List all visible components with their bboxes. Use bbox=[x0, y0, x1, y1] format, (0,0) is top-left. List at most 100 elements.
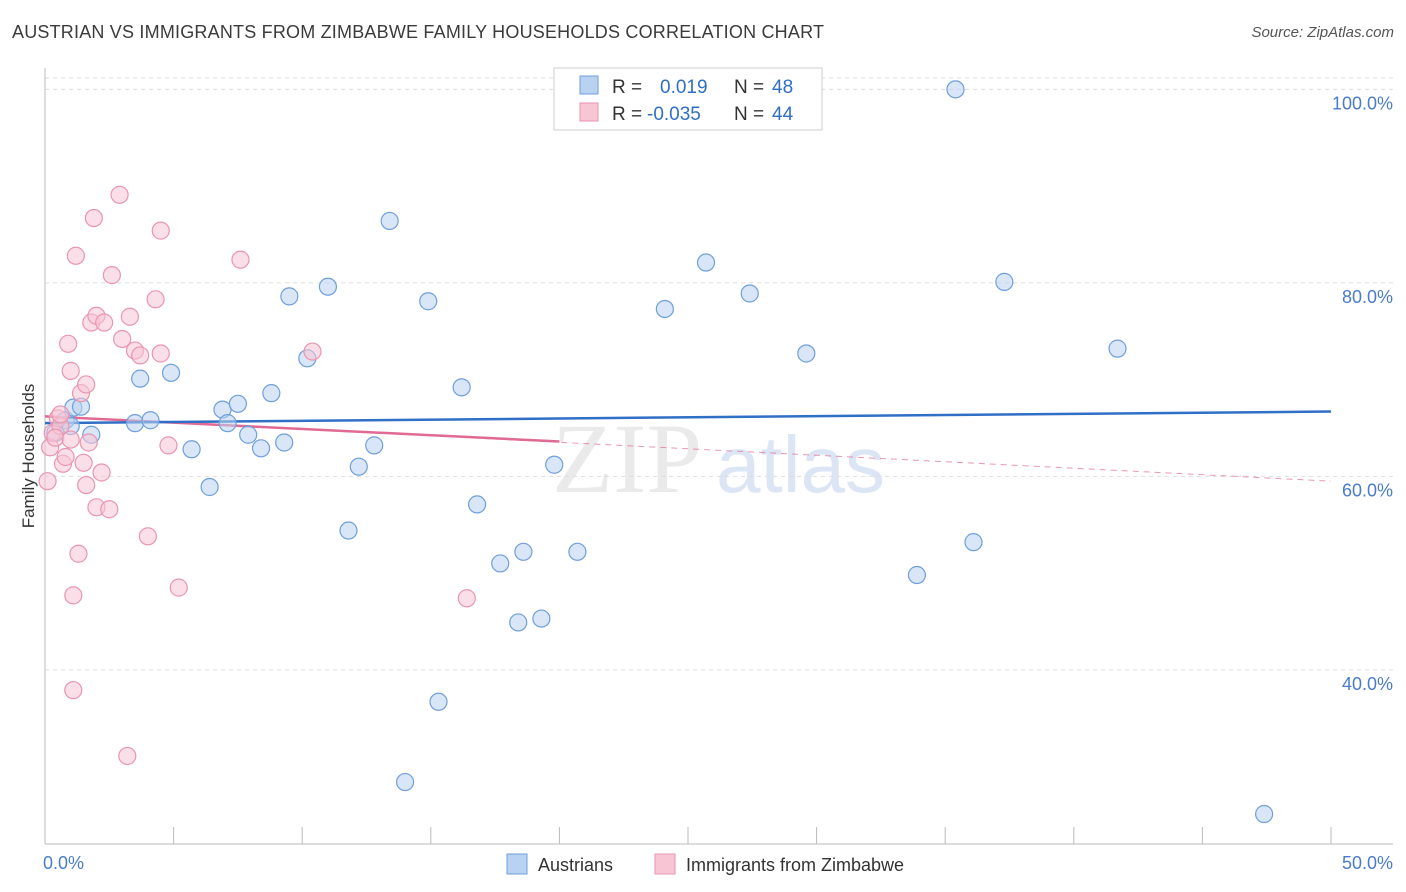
austrians-point bbox=[452, 378, 471, 397]
legend-r-label-1: R = bbox=[612, 77, 642, 98]
austrians-point bbox=[568, 542, 587, 561]
zimbabwe-point bbox=[84, 208, 103, 228]
zimbabwe-point bbox=[61, 430, 80, 449]
zimbabwe-point bbox=[92, 463, 111, 482]
austrians-point bbox=[365, 436, 384, 455]
chart-title: AUSTRIAN VS IMMIGRANTS FROM ZIMBABWE FAM… bbox=[12, 22, 825, 42]
austrians-point bbox=[696, 253, 716, 272]
austrians-point bbox=[964, 533, 983, 552]
bottom-legend-swatch-pink bbox=[654, 853, 676, 875]
bottom-legend-swatch-blue bbox=[506, 853, 528, 875]
tick-labels: 40.0% 60.0% 80.0% 100.0% 0.0% 50.0% bbox=[43, 93, 1393, 873]
y-tick-label: 100.0% bbox=[1332, 93, 1393, 113]
zimbabwe-point bbox=[159, 436, 178, 455]
zimbabwe-point bbox=[151, 221, 170, 240]
austrians-point bbox=[182, 440, 201, 459]
legend-n-value-2: 44 bbox=[772, 104, 794, 125]
zimbabwe-point bbox=[77, 475, 96, 495]
legend-r-label-2: R = bbox=[612, 104, 642, 125]
y-tick-label: 60.0% bbox=[1342, 480, 1393, 500]
legend-swatch-pink bbox=[579, 102, 599, 122]
austrians-point bbox=[239, 425, 258, 444]
y-axis-title: Family Households bbox=[19, 384, 38, 529]
zimbabwe-point bbox=[131, 346, 150, 365]
stats-legend: R = 0.019 N = 48 R = -0.035 N = 44 bbox=[553, 67, 823, 131]
austrians-point bbox=[655, 299, 674, 319]
legend-n-label-1: N = bbox=[734, 77, 764, 98]
austrians-point bbox=[218, 414, 237, 433]
austrians-point bbox=[509, 613, 528, 632]
watermark-atlas: atlas bbox=[716, 420, 885, 509]
austrians-point bbox=[395, 772, 415, 792]
austrians-point bbox=[262, 384, 281, 403]
zimbabwe-point bbox=[46, 428, 65, 447]
austrians-point bbox=[141, 411, 160, 430]
austrians-point bbox=[995, 272, 1014, 291]
austrians-point bbox=[318, 277, 338, 296]
austrians-point bbox=[200, 477, 219, 497]
y-tick-label: 40.0% bbox=[1342, 674, 1393, 694]
x-tick-label-max: 50.0% bbox=[1342, 853, 1393, 873]
austrians-point bbox=[380, 211, 399, 231]
zimbabwe-point bbox=[138, 527, 157, 546]
austrians-point bbox=[545, 455, 564, 474]
zimbabwe-point bbox=[110, 185, 129, 204]
zimbabwe-point bbox=[118, 746, 137, 766]
gridlines bbox=[45, 77, 1393, 671]
zimbabwe-point bbox=[77, 375, 96, 394]
zimbabwe-point bbox=[95, 313, 114, 332]
legend-r-value-1: 0.019 bbox=[660, 77, 708, 98]
legend-n-value-1: 48 bbox=[772, 77, 793, 98]
zimbabwe-point bbox=[56, 447, 75, 467]
zimbabwe-point bbox=[74, 453, 93, 472]
austrians-point bbox=[907, 565, 927, 585]
trend-line-austrians bbox=[44, 410, 1332, 425]
data-points bbox=[38, 80, 1274, 824]
austrians-point bbox=[740, 284, 759, 303]
zimbabwe-point bbox=[61, 361, 80, 380]
austrians-point bbox=[161, 363, 181, 382]
austrians-point bbox=[275, 433, 294, 452]
x-tick-label-min: 0.0% bbox=[43, 853, 84, 873]
austrians-point bbox=[532, 609, 551, 628]
austrians-point bbox=[125, 414, 145, 433]
zimbabwe-point bbox=[102, 266, 121, 285]
legend-n-label-2: N = bbox=[734, 104, 764, 125]
series-legend: Austrians Immigrants from Zimbabwe bbox=[506, 853, 904, 875]
bottom-legend-zimbabwe: Immigrants from Zimbabwe bbox=[686, 855, 904, 875]
bottom-legend-austrians: Austrians bbox=[538, 855, 613, 875]
zimbabwe-point bbox=[38, 472, 57, 491]
zimbabwe-point bbox=[457, 589, 476, 608]
austrians-point bbox=[419, 292, 438, 311]
austrians-point bbox=[429, 692, 448, 711]
austrians-point bbox=[491, 554, 510, 573]
zimbabwe-point bbox=[169, 578, 188, 597]
zimbabwe-point bbox=[66, 246, 85, 265]
watermark-zip: ZIP bbox=[552, 403, 702, 514]
source-credit: Source: ZipAtlas.com bbox=[1251, 24, 1394, 41]
zimbabwe-point bbox=[79, 433, 98, 452]
zimbabwe-point bbox=[231, 250, 250, 269]
austrians-point bbox=[228, 394, 247, 413]
zimbabwe-point bbox=[303, 342, 322, 361]
zimbabwe-point bbox=[113, 329, 132, 349]
austrians-point bbox=[797, 344, 816, 363]
austrians-point bbox=[349, 457, 368, 476]
austrians-point bbox=[280, 287, 299, 306]
austrians-point bbox=[946, 80, 965, 99]
austrians-point bbox=[467, 495, 487, 514]
austrians-point bbox=[1255, 804, 1274, 824]
legend-swatch-blue bbox=[579, 75, 599, 95]
austrians-point bbox=[339, 521, 358, 540]
zimbabwe-point bbox=[120, 307, 139, 326]
y-tick-label: 80.0% bbox=[1342, 287, 1393, 307]
zimbabwe-point bbox=[51, 405, 70, 424]
legend-r-value-2: -0.035 bbox=[647, 104, 701, 125]
austrians-point bbox=[514, 542, 533, 561]
axes bbox=[44, 68, 1393, 845]
zimbabwe-point bbox=[64, 681, 83, 700]
zimbabwe-point bbox=[69, 544, 88, 563]
zimbabwe-point bbox=[64, 586, 83, 605]
austrians-point bbox=[251, 439, 271, 458]
